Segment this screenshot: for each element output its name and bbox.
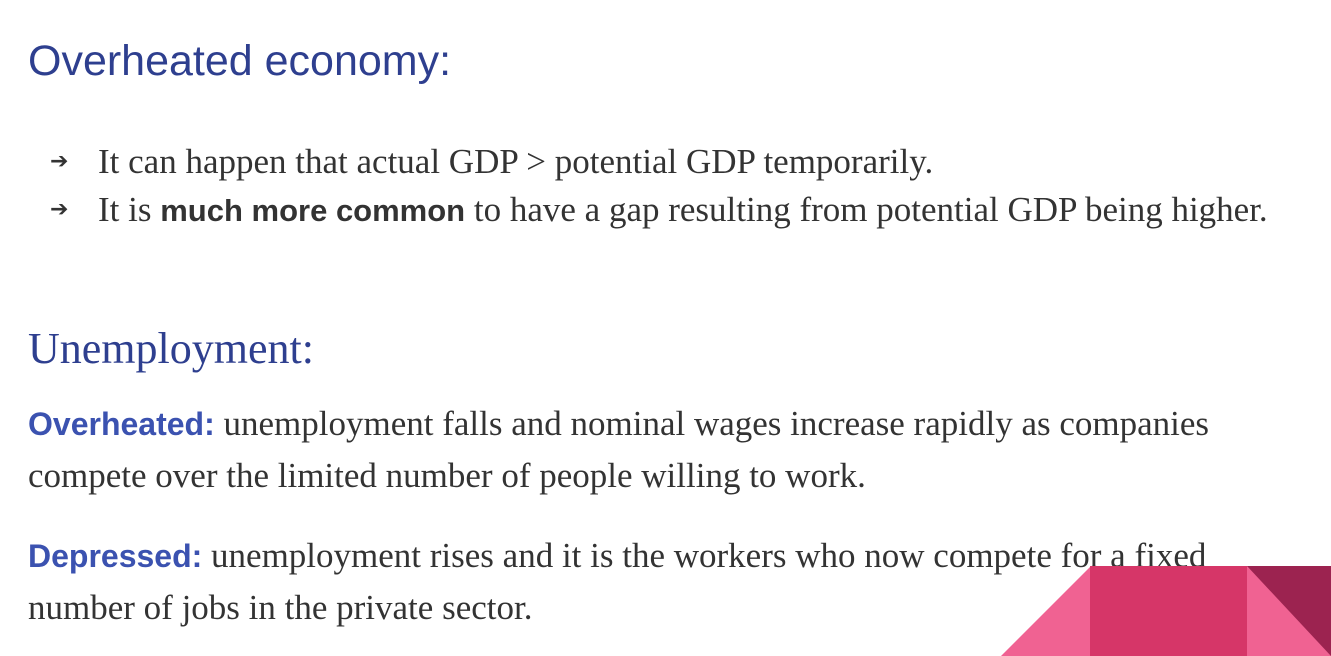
overheated-paragraph: Overheated: unemployment falls and nomin… [28,398,1318,501]
depressed-text: unemployment rises and it is the workers… [28,536,1207,627]
term-overheated: Overheated: [28,406,215,442]
bullet-item: ➔ It is much more common to have a gap r… [50,186,1320,235]
decoration-left-triangle [1001,566,1091,656]
term-depressed: Depressed: [28,538,203,574]
section-title: Unemployment: [28,324,314,373]
overheated-text: unemployment falls and nominal wages inc… [28,404,1210,495]
depressed-paragraph: Depressed: unemployment rises and it is … [28,530,1318,633]
decoration-right-triangle [1247,566,1331,656]
slide-title: Overheated economy: [28,37,452,85]
bullet-suffix: to have a gap resulting from potential G… [465,190,1268,229]
bullet-item: ➔ It can happen that actual GDP > potent… [50,138,1320,186]
corner-decoration [1001,566,1331,656]
bullet-emphasis: much more common [160,193,466,228]
arrow-icon: ➔ [50,149,69,174]
bullet-prefix: It is [98,190,161,229]
decoration-middle-block [1090,566,1248,656]
arrow-icon: ➔ [50,197,69,222]
bullet-text: It can happen that actual GDP > potentia… [98,142,934,181]
bullet-list: ➔ It can happen that actual GDP > potent… [50,138,1320,235]
